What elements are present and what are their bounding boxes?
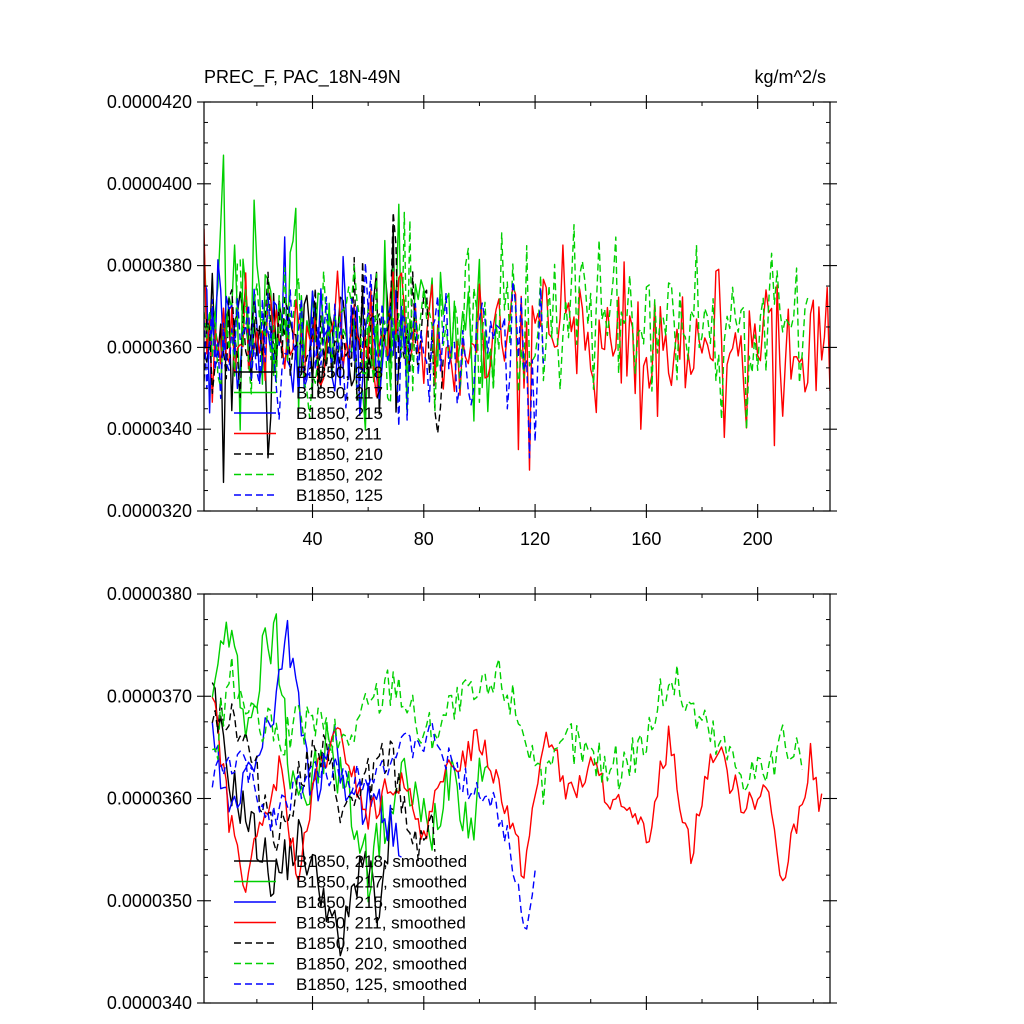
x-tick-label: 80	[414, 529, 434, 549]
series-line-0-3	[204, 228, 830, 471]
x-tick-label: 40	[302, 529, 322, 549]
series-line-1-2	[211, 619, 402, 858]
series-line-0-6	[204, 262, 545, 459]
legend-label: B1850, 218	[296, 363, 383, 382]
series-line-1-5	[212, 656, 803, 805]
series-line-1-1	[211, 613, 489, 903]
legend-label: B1850, 210, smoothed	[296, 934, 467, 953]
y-tick-label: 0.0000360	[107, 789, 192, 809]
legend-label: B1850, 202	[296, 466, 383, 485]
y-tick-label: 0.0000420	[107, 92, 192, 112]
legend-label: B1850, 217, smoothed	[296, 873, 467, 892]
legend-label: B1850, 211, smoothed	[296, 914, 466, 933]
chart-title: PREC_F, PAC_18N-49N	[204, 67, 401, 88]
bottom-panel: 0.0000340 0.0000350 0.0000360 0.0000370 0.00…	[107, 584, 837, 1013]
legend-label: B1850, 217	[296, 384, 383, 403]
legend-label: B1850, 215	[296, 404, 383, 423]
y-tick-label: 0.0000370	[107, 686, 192, 706]
legend-label: B1850, 125, smoothed	[296, 975, 467, 994]
series-line-0-2	[204, 236, 411, 417]
series-line-1-4	[211, 697, 436, 862]
legend-label: B1850, 211	[296, 425, 382, 444]
legend-label: B1850, 125	[296, 486, 383, 505]
series-line-1-6	[211, 722, 536, 930]
y-tick-label: 0.0000350	[107, 891, 192, 911]
units-label: kg/m^2/s	[755, 67, 826, 87]
x-tick-label: 120	[520, 529, 550, 549]
series-line-0-4	[204, 211, 444, 434]
x-tick-label: 160	[631, 529, 661, 549]
legend-label: B1850, 202, smoothed	[296, 955, 467, 974]
y-tick-label: 0.0000340	[107, 419, 192, 439]
top-panel: 0.0000320 0.0000340 0.0000360 0.0000380 0.00…	[107, 92, 837, 549]
legend: B1850, 218, smoothed B1850, 217, smoothed…	[234, 852, 467, 994]
legend-label: B1850, 215, smoothed	[296, 893, 467, 912]
y-tick-label: 0.0000380	[107, 584, 192, 604]
y-tick-label: 0.0000380	[107, 256, 192, 276]
y-tick-label: 0.0000340	[107, 993, 192, 1013]
plot-area	[204, 154, 830, 484]
y-tick-label: 0.0000400	[107, 174, 192, 194]
series-line-1-3	[211, 697, 823, 893]
plot-area	[211, 613, 823, 957]
series-line-0-5	[204, 211, 809, 430]
legend-label: B1850, 210	[296, 445, 383, 464]
y-tick-label: 0.0000320	[107, 501, 192, 521]
x-tick-label: 200	[743, 529, 773, 549]
legend-label: B1850, 218, smoothed	[296, 852, 467, 871]
y-tick-label: 0.0000360	[107, 337, 192, 357]
